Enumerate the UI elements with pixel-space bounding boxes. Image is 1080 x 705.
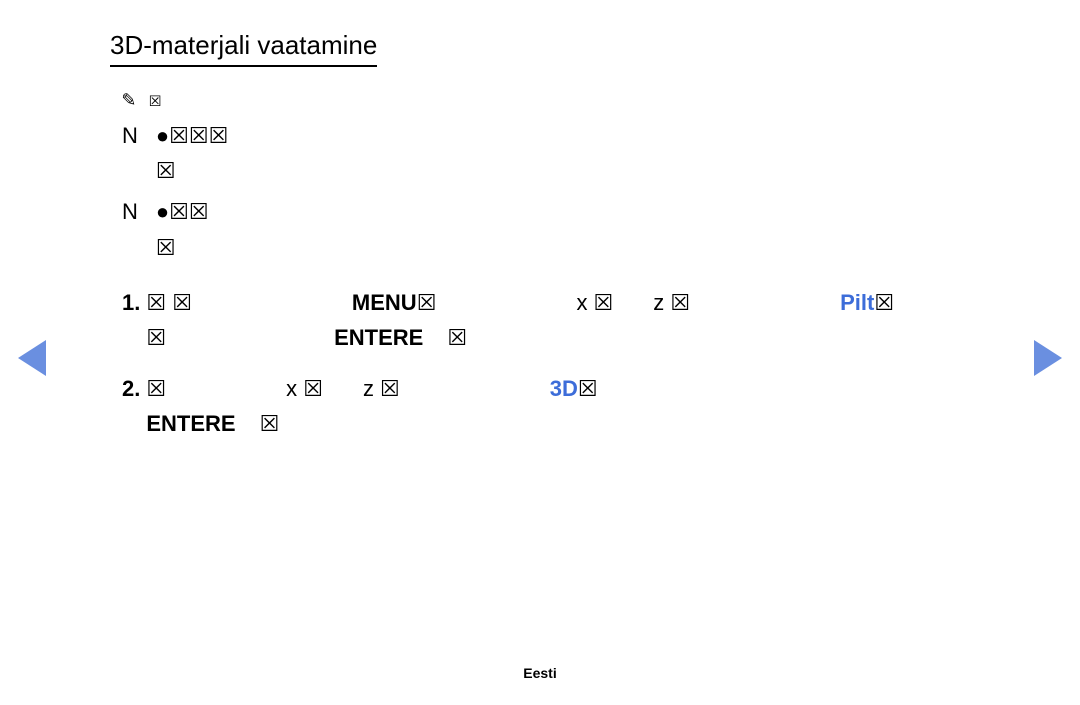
text-segment: z ☒	[363, 376, 400, 401]
step-body: ☒ ☒MENU☒x ☒z ☒Pilt☒ ☒ENTERE☒	[146, 285, 970, 355]
text-segment: ☒	[146, 325, 166, 350]
note-section: ✎ ☒ N ●☒☒☒ ☒ N ●☒☒ ☒	[122, 87, 970, 265]
note-line: ☒	[156, 230, 209, 265]
page-title: 3D-materjali vaatamine	[110, 30, 377, 67]
text-segment: ☒	[260, 411, 280, 436]
text-segment: MENU	[352, 290, 417, 315]
text-segment: x ☒	[576, 290, 613, 315]
next-arrow-icon[interactable]	[1034, 340, 1062, 381]
step-item: 2. ☒x ☒z ☒3D☒ENTERE☒	[122, 371, 970, 441]
note-item: N ●☒☒ ☒	[122, 194, 970, 264]
note-line: ●☒☒	[156, 194, 209, 229]
step-number: 2.	[122, 371, 140, 441]
text-segment: ☒ ☒	[146, 290, 192, 315]
note-marker: N	[122, 118, 138, 153]
step-number: 1.	[122, 285, 140, 355]
step-item: 1. ☒ ☒MENU☒x ☒z ☒Pilt☒ ☒ENTERE☒	[122, 285, 970, 355]
text-segment: Pilt	[840, 290, 874, 315]
text-segment: E	[409, 325, 424, 350]
prev-arrow-icon[interactable]	[18, 340, 46, 381]
text-segment: ENTER	[146, 411, 221, 436]
text-segment: ☒	[146, 376, 166, 401]
text-segment: 3D	[550, 376, 578, 401]
text-segment: ☒	[447, 325, 467, 350]
pencil-icon: ✎ ☒	[122, 87, 162, 112]
note-line: ☒	[156, 153, 228, 188]
text-segment: E	[221, 411, 236, 436]
step-body: ☒x ☒z ☒3D☒ENTERE☒	[146, 371, 970, 441]
note-line: ●☒☒☒	[156, 118, 228, 153]
text-segment: ☒	[417, 290, 437, 315]
text-segment: ☒	[578, 376, 598, 401]
note-item: N ●☒☒☒ ☒	[122, 118, 970, 188]
text-segment: ☒	[874, 290, 894, 315]
steps-list: 1. ☒ ☒MENU☒x ☒z ☒Pilt☒ ☒ENTERE☒ 2. ☒x ☒z…	[122, 285, 970, 442]
text-segment: z ☒	[653, 290, 690, 315]
footer-language: Eesti	[0, 665, 1080, 681]
text-segment: ENTER	[334, 325, 409, 350]
text-segment: x ☒	[286, 376, 323, 401]
note-marker: N	[122, 194, 138, 229]
